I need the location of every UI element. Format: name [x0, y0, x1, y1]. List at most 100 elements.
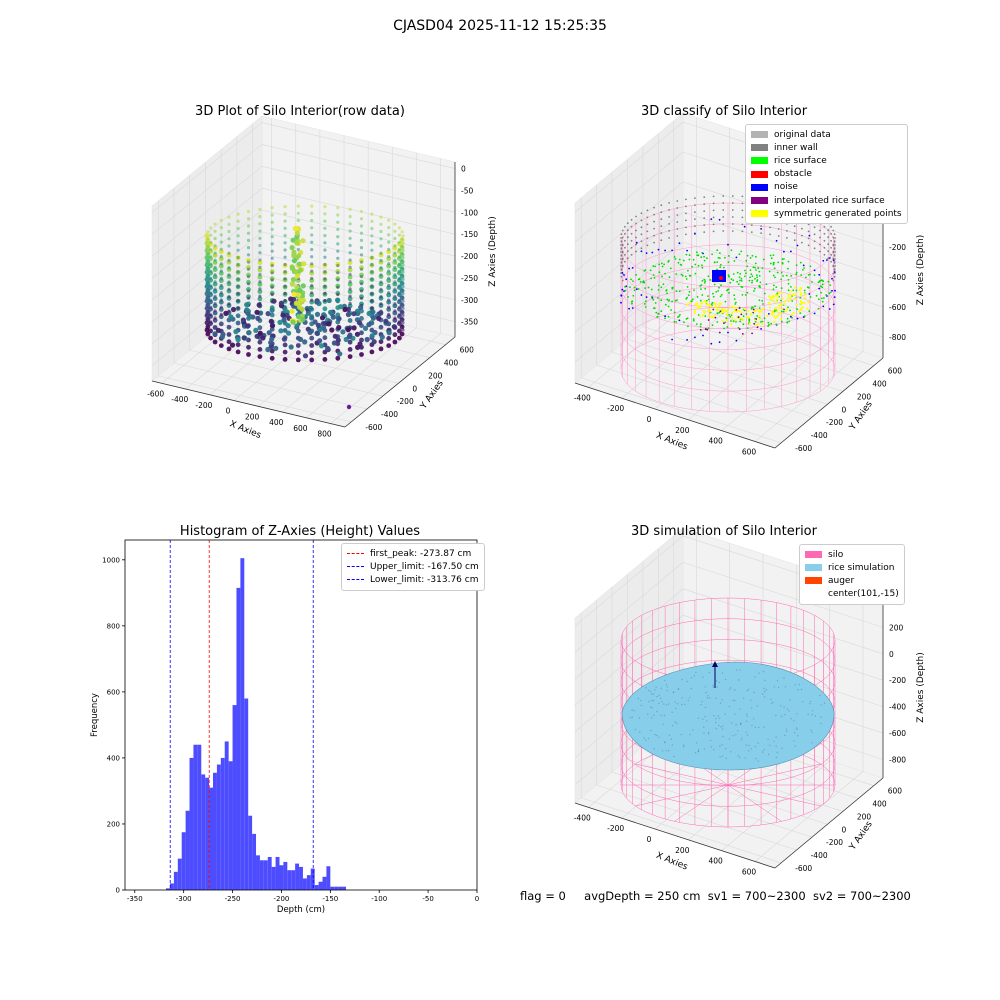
- panel1-data-point: [335, 337, 341, 343]
- panel2-rice-surface-point: [720, 293, 723, 296]
- panel1-data-point: [348, 301, 352, 305]
- panel1-data-point: [209, 255, 213, 259]
- panel2-rice-surface-point: [650, 288, 653, 291]
- panel4-rice-point: [730, 751, 732, 753]
- panel2-symmetric-point: [717, 308, 720, 311]
- panel2-inner-wall-point: [621, 236, 624, 239]
- panel2-noise-point: [796, 317, 799, 320]
- panel2-rice-surface-point: [692, 319, 695, 322]
- panel2-symmetric-point: [711, 316, 715, 319]
- panel4-rice-point: [810, 729, 812, 731]
- panel1-data-point: [314, 330, 320, 336]
- panel1-data-point: [258, 236, 262, 240]
- panel2-rice-surface-point: [761, 267, 764, 269]
- panel4-grid-y: [596, 784, 797, 851]
- histogram-y-tick-label: 600: [107, 688, 120, 696]
- panel1-data-point: [386, 314, 392, 320]
- panel4-rice-point: [675, 707, 677, 710]
- panel2-rice-surface-point: [662, 283, 665, 286]
- panel1-data-point: [393, 258, 397, 262]
- panel1-data-point: [323, 262, 327, 267]
- panel2-rice-surface-point: [754, 266, 756, 269]
- histogram-x-axis-label: Depth (cm): [277, 905, 325, 915]
- panel4-rice-point: [773, 740, 775, 742]
- panel2-symmetric-point: [693, 309, 696, 313]
- panel1-data-point: [400, 280, 404, 285]
- panel1-data-point: [236, 292, 240, 296]
- panel4-rice-point: [655, 686, 657, 688]
- panel1-data-point: [379, 237, 383, 241]
- panel4-z-tick-label: 0: [889, 650, 894, 659]
- panel1-data-point: [258, 272, 262, 276]
- panel1-grid-z: [261, 166, 456, 213]
- panel1-data-point: [219, 312, 223, 316]
- panel4-rice-point: [746, 734, 749, 736]
- panel1-data-point: [392, 317, 398, 323]
- panel2-inner-wall-point: [620, 258, 622, 260]
- panel4-rice-point: [676, 722, 678, 725]
- panel1-data-point: [219, 334, 225, 340]
- panel1-data-point: [323, 255, 327, 259]
- panel1-data-point: [372, 329, 378, 336]
- panel1-data-point: [257, 354, 263, 359]
- panel2-inner-wall-point: [685, 205, 687, 208]
- panel2-rice-surface-point: [746, 265, 749, 268]
- panel4-rice-point: [746, 715, 748, 717]
- legend-item-symmetric: symmetric generated points: [751, 207, 902, 220]
- panel1-data-point: [397, 276, 401, 281]
- panel1-data-point: [246, 253, 251, 257]
- panel4-rice-point: [662, 723, 664, 725]
- panel1-data-point: [387, 247, 391, 251]
- panel2-rice-surface-point: [788, 320, 791, 323]
- panel4-rice-point: [764, 690, 766, 693]
- panel1-data-point: [370, 292, 374, 296]
- panel2-rice-surface-point: [781, 262, 784, 265]
- panel1-data-point: [300, 283, 306, 289]
- panel2-rice-surface-point: [660, 299, 663, 302]
- panel4-rice-point: [666, 686, 668, 688]
- panel1-data-point: [370, 263, 374, 267]
- histogram-bar: [232, 705, 237, 890]
- panel1-data-point: [270, 235, 274, 239]
- panel2-inner-wall-point: [660, 225, 663, 228]
- panel1-data-point: [204, 269, 210, 275]
- panel2-inner-wall-point: [635, 236, 637, 239]
- panel2-rice-surface-point: [733, 294, 736, 297]
- panel1-data-point: [213, 222, 217, 226]
- panel4-rice-point: [681, 697, 683, 699]
- panel2-rice-surface-point: [787, 279, 790, 281]
- panel2-rice-surface-point: [652, 265, 655, 267]
- panel2-noise-point: [833, 296, 836, 298]
- panel1-data-point: [348, 287, 352, 291]
- panel1-data-point: [300, 316, 306, 323]
- panel2-rice-surface-point: [727, 274, 730, 277]
- panel1-data-point: [294, 230, 300, 236]
- panel2-z-tick-label: -600: [889, 303, 906, 312]
- panel4-rice-point: [743, 697, 745, 699]
- panel1-data-point: [370, 219, 374, 223]
- panel2-grid-z: [574, 241, 684, 333]
- panel1-data-point: [393, 251, 397, 255]
- panel1-data-point: [317, 338, 323, 344]
- panel2-rice-surface-point: [776, 271, 779, 274]
- panel2-symmetric-point: [795, 303, 798, 306]
- panel2-rice-surface-point: [787, 267, 789, 270]
- panel4-rice-point: [653, 693, 655, 695]
- panel4-rice-point: [651, 707, 653, 709]
- panel1-data-point: [206, 244, 210, 248]
- panel1-data-point: [400, 230, 404, 234]
- panel1-data-point: [258, 280, 262, 284]
- panel4-rice-point: [728, 738, 731, 740]
- panel1-data-point: [379, 266, 383, 270]
- panel2-rice-surface-point: [703, 259, 706, 262]
- panel4-rice-point: [747, 688, 750, 691]
- panel2-rice-surface-point: [795, 289, 798, 292]
- histogram-bar: [205, 777, 210, 890]
- panel1-data-point: [236, 212, 240, 216]
- panel4-y-tick-label: 600: [888, 787, 903, 796]
- panel4-rice-point: [713, 749, 715, 751]
- panel4-rice-point: [729, 688, 731, 690]
- panel1-data-point: [236, 263, 240, 267]
- panel1-data-point: [386, 249, 392, 255]
- panel2-noise-cluster: [712, 270, 726, 282]
